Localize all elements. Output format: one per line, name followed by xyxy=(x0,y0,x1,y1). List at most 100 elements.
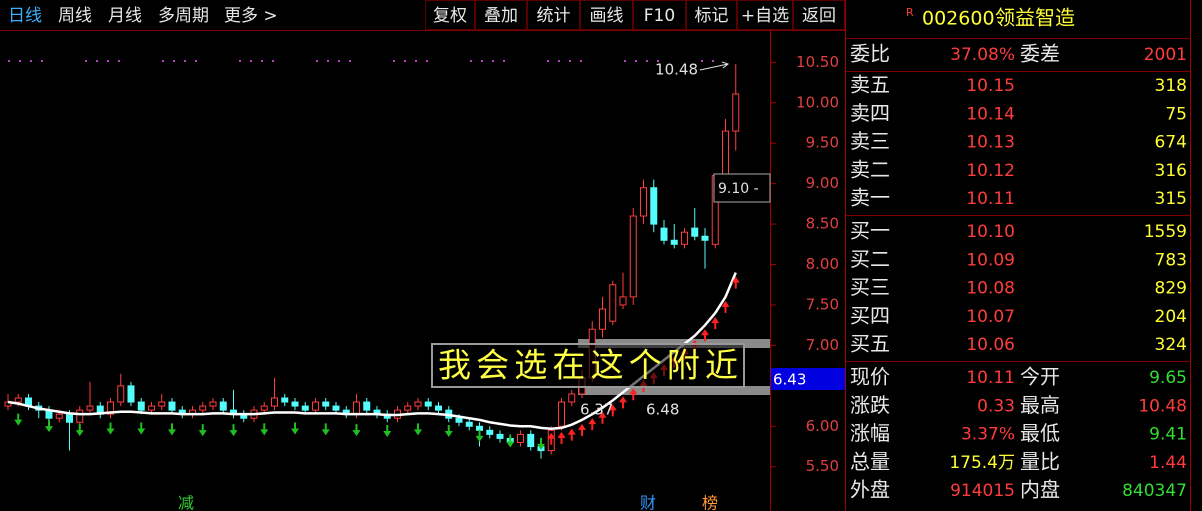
candle-body xyxy=(107,401,114,415)
candle-body xyxy=(486,429,494,435)
row-value: 316 xyxy=(1155,161,1187,181)
signal-dot xyxy=(30,60,32,62)
candle-body xyxy=(404,405,412,411)
signal-dot xyxy=(272,60,274,62)
signal-arrow xyxy=(578,423,586,436)
current-price-box xyxy=(771,368,845,390)
period-tab[interactable]: 月线 xyxy=(108,6,142,26)
candle-body xyxy=(271,397,278,407)
signal-dot xyxy=(415,60,417,62)
signal-arrow xyxy=(260,423,269,436)
ma-line xyxy=(7,272,737,430)
range-low-label: 6.37 xyxy=(580,401,613,419)
candle-body xyxy=(363,401,371,411)
candle-body xyxy=(660,227,668,241)
event-marker[interactable]: 榜 xyxy=(702,494,718,511)
row-label: 买四 xyxy=(850,303,890,327)
row-value: 10.48 xyxy=(1138,396,1187,416)
toolbar-button-label: +自选 xyxy=(741,6,789,26)
row-value: 37.08% xyxy=(950,45,1015,65)
row-value: 914015 xyxy=(950,481,1015,501)
period-tab[interactable]: 周线 xyxy=(58,6,92,26)
candle-body xyxy=(281,397,289,403)
row-value: 324 xyxy=(1155,335,1187,355)
candle-body xyxy=(732,93,740,132)
row-label: 涨跌 xyxy=(850,393,890,417)
toolbar-button[interactable] xyxy=(580,0,633,30)
candle-body xyxy=(414,401,422,407)
period-tab[interactable]: 更多 > xyxy=(224,6,278,26)
row-label: 涨幅 xyxy=(850,421,890,445)
candle-body xyxy=(14,397,22,403)
candle-body xyxy=(619,296,627,306)
signal-dot xyxy=(404,60,406,62)
signal-arrow xyxy=(444,424,453,437)
signal-arrow xyxy=(75,424,84,437)
toolbar-button-label: 返回 xyxy=(802,6,836,26)
toolbar-button[interactable] xyxy=(686,0,737,30)
candle-body xyxy=(691,227,699,237)
signal-arrow xyxy=(229,424,238,437)
period-tab[interactable]: 日线 xyxy=(8,6,42,26)
row-value: 9.41 xyxy=(1149,425,1187,445)
signal-dot xyxy=(162,60,164,62)
signal-dot xyxy=(195,60,197,62)
high-arrow xyxy=(699,61,730,71)
signal-dot xyxy=(481,60,483,62)
toolbar-button[interactable] xyxy=(475,0,527,30)
row-value: 175.4万 xyxy=(949,453,1015,473)
candle-body xyxy=(86,405,94,411)
signal-dot xyxy=(569,60,571,62)
signal-arrow xyxy=(506,435,515,448)
row-label: 量比 xyxy=(1020,449,1060,473)
toolbar-button[interactable] xyxy=(793,0,845,30)
signal-dot xyxy=(470,60,472,62)
row-label: 卖二 xyxy=(850,157,890,181)
candle-body xyxy=(496,433,504,439)
y-tick-label: 9.50 xyxy=(806,134,839,152)
current-price-label: 6.43 xyxy=(773,371,806,389)
row-value: 829 xyxy=(1155,279,1187,299)
event-marker[interactable]: 财 xyxy=(640,494,656,511)
y-tick-label: 5.50 xyxy=(806,457,839,475)
toolbar-button[interactable] xyxy=(425,0,475,30)
toolbar-button[interactable] xyxy=(737,0,793,30)
event-marker[interactable]: 减 xyxy=(178,494,194,511)
candle-body xyxy=(322,401,330,407)
period-tab[interactable]: 多周期 xyxy=(158,6,209,26)
toolbar-button[interactable] xyxy=(527,0,580,30)
candle-body xyxy=(168,401,176,411)
row-label: 最高 xyxy=(1020,393,1060,417)
signal-dot xyxy=(85,60,87,62)
row-label: 委差 xyxy=(1020,42,1060,66)
row-label: 委比 xyxy=(850,42,890,66)
signal-dot xyxy=(107,60,109,62)
row-value: 318 xyxy=(1155,76,1187,96)
signal-dot xyxy=(96,60,98,62)
signal-dot xyxy=(250,60,252,62)
signal-dot xyxy=(316,60,318,62)
kline-chart: 10.50 10.00 9.50 9.00 8.50 8.00 7.50 7.00 6.00 5.… xyxy=(4,53,845,511)
signal-dot xyxy=(327,60,329,62)
signal-arrow xyxy=(629,388,638,401)
toolbar-button[interactable] xyxy=(633,0,686,30)
toolbar-button-label: 复权 xyxy=(433,6,467,26)
level-label: 9.10 - xyxy=(718,181,759,197)
signal-dot xyxy=(701,60,703,62)
signal-arrow xyxy=(14,413,23,426)
candle-body xyxy=(55,413,63,419)
row-label: 卖四 xyxy=(850,101,890,125)
signal-dot xyxy=(261,60,263,62)
row-value: 10.08 xyxy=(966,279,1015,299)
signal-dot xyxy=(19,60,21,62)
row-value: 315 xyxy=(1155,189,1187,209)
y-tick-label: 10.00 xyxy=(796,93,839,111)
signal-arrow xyxy=(721,300,730,313)
signal-dot xyxy=(349,60,351,62)
signal-dot xyxy=(184,60,186,62)
candle-body xyxy=(722,130,729,177)
signal-dot xyxy=(338,60,340,62)
candle-body xyxy=(158,401,166,407)
candle-body xyxy=(148,405,155,411)
